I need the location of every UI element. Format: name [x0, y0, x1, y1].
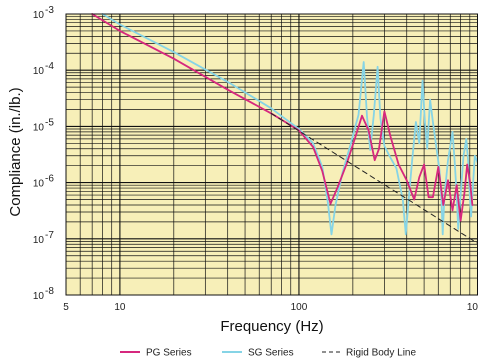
y-axis-label: Compliance (in./lb.): [7, 87, 24, 216]
y-tick-label: 10 -5: [33, 117, 54, 133]
y-tick-base: 10: [33, 235, 45, 246]
y-tick-base: 10: [33, 291, 45, 302]
y-tick-label: 10 -6: [33, 174, 54, 190]
y-tick-label: 10 -7: [33, 230, 54, 246]
x-tick-label: 1000: [467, 302, 478, 313]
legend-sg-label: SG Series: [248, 348, 294, 359]
y-tick-exponent: -8: [45, 286, 54, 297]
y-tick-label: 10 -3: [33, 5, 54, 21]
x-axis-label: Frequency (Hz): [220, 318, 323, 335]
y-tick-exponent: -7: [45, 230, 54, 241]
y-tick-exponent: -3: [45, 5, 54, 16]
y-tick-base: 10: [33, 122, 45, 133]
legend-rigid-body-label: Rigid Body Line: [346, 348, 416, 359]
y-tick-base: 10: [33, 179, 45, 190]
y-tick-base: 10: [33, 66, 45, 77]
y-tick-exponent: -4: [45, 61, 54, 72]
y-tick-base: 10: [33, 10, 45, 21]
series-line-sg-series: [101, 13, 478, 236]
legend-pg-label: PG Series: [146, 348, 192, 359]
x-tick-label: 10: [114, 302, 126, 313]
y-tick-exponent: -5: [45, 117, 54, 128]
x-tick-labels: 5 10 100 1000: [63, 302, 478, 313]
series-line-rigid-body-line: [270, 112, 478, 245]
legend: PG Series SG Series Rigid Body Line: [120, 348, 416, 359]
series-layer: [91, 13, 478, 245]
x-tick-label: 100: [291, 302, 308, 313]
y-tick-labels: 10-810-710-610-510-410-3: [33, 5, 54, 302]
y-tick-label: 10 -4: [33, 61, 54, 77]
series-line-pg-series: [91, 13, 474, 222]
plot-background: [66, 14, 478, 295]
y-tick-exponent: -6: [45, 174, 54, 185]
y-tick-label: 10 -8: [33, 286, 54, 302]
x-tick-label: 5: [63, 302, 69, 313]
